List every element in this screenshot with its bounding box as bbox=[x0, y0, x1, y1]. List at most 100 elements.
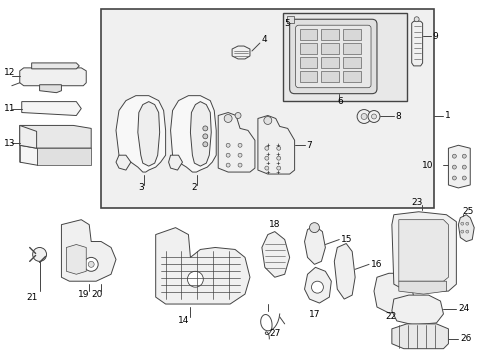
Circle shape bbox=[466, 230, 469, 233]
FancyBboxPatch shape bbox=[295, 25, 371, 88]
Circle shape bbox=[452, 165, 456, 169]
Polygon shape bbox=[20, 68, 86, 86]
Text: 18: 18 bbox=[269, 220, 280, 229]
Text: 21: 21 bbox=[26, 293, 37, 302]
Text: 5: 5 bbox=[285, 19, 291, 28]
Circle shape bbox=[188, 271, 203, 287]
Polygon shape bbox=[392, 212, 456, 291]
Polygon shape bbox=[374, 273, 414, 313]
Polygon shape bbox=[232, 46, 250, 59]
Text: 3: 3 bbox=[138, 184, 144, 193]
Polygon shape bbox=[392, 324, 448, 349]
Circle shape bbox=[462, 154, 466, 158]
Text: 23: 23 bbox=[411, 198, 422, 207]
Polygon shape bbox=[399, 220, 448, 281]
Polygon shape bbox=[116, 155, 131, 170]
Bar bbox=[343, 71, 361, 82]
Circle shape bbox=[461, 230, 464, 233]
Polygon shape bbox=[305, 267, 331, 303]
Circle shape bbox=[265, 146, 269, 150]
Bar bbox=[283, 13, 407, 100]
Text: +: + bbox=[275, 170, 280, 175]
Text: 22: 22 bbox=[385, 312, 396, 321]
Polygon shape bbox=[61, 220, 116, 281]
Polygon shape bbox=[156, 228, 250, 304]
Circle shape bbox=[414, 17, 419, 22]
Text: 27: 27 bbox=[269, 329, 280, 338]
Bar bbox=[343, 57, 361, 68]
Circle shape bbox=[238, 153, 242, 157]
Circle shape bbox=[265, 156, 269, 160]
Polygon shape bbox=[32, 63, 79, 69]
Text: 12: 12 bbox=[4, 68, 15, 77]
Circle shape bbox=[203, 142, 208, 147]
Circle shape bbox=[277, 146, 281, 150]
Text: 10: 10 bbox=[422, 161, 434, 170]
Text: 13: 13 bbox=[4, 139, 15, 148]
Bar bbox=[299, 29, 318, 40]
Text: 19: 19 bbox=[77, 289, 89, 298]
Circle shape bbox=[238, 143, 242, 147]
Circle shape bbox=[235, 113, 241, 118]
Text: 17: 17 bbox=[309, 310, 320, 319]
Polygon shape bbox=[40, 85, 61, 93]
Circle shape bbox=[452, 176, 456, 180]
Polygon shape bbox=[171, 96, 216, 172]
Polygon shape bbox=[392, 295, 443, 325]
FancyBboxPatch shape bbox=[290, 19, 377, 94]
Circle shape bbox=[264, 117, 272, 125]
Polygon shape bbox=[218, 113, 255, 172]
Circle shape bbox=[462, 176, 466, 180]
Text: +: + bbox=[266, 152, 270, 157]
Circle shape bbox=[312, 281, 323, 293]
Polygon shape bbox=[138, 102, 160, 166]
Bar bbox=[321, 71, 339, 82]
Bar bbox=[299, 57, 318, 68]
Circle shape bbox=[357, 109, 371, 123]
Circle shape bbox=[88, 261, 94, 267]
Text: +: + bbox=[275, 152, 280, 157]
Text: 4: 4 bbox=[262, 35, 268, 44]
Bar bbox=[343, 43, 361, 54]
Text: +: + bbox=[266, 170, 270, 175]
Polygon shape bbox=[262, 231, 290, 277]
Bar bbox=[321, 29, 339, 40]
Text: 8: 8 bbox=[396, 112, 402, 121]
Text: 9: 9 bbox=[433, 32, 438, 41]
Text: 15: 15 bbox=[341, 235, 353, 244]
Circle shape bbox=[371, 114, 376, 119]
Polygon shape bbox=[191, 102, 211, 166]
Circle shape bbox=[310, 223, 319, 233]
Circle shape bbox=[277, 166, 281, 170]
Circle shape bbox=[368, 111, 380, 122]
Text: 1: 1 bbox=[445, 111, 451, 120]
Bar bbox=[101, 9, 434, 208]
Bar bbox=[321, 57, 339, 68]
Text: 11: 11 bbox=[4, 104, 15, 113]
Polygon shape bbox=[169, 155, 182, 170]
Text: 25: 25 bbox=[463, 207, 474, 216]
Text: 7: 7 bbox=[307, 141, 312, 150]
Bar bbox=[299, 71, 318, 82]
Text: +: + bbox=[266, 143, 270, 148]
Circle shape bbox=[238, 163, 242, 167]
Polygon shape bbox=[116, 96, 166, 172]
Text: 24: 24 bbox=[458, 305, 469, 314]
Text: 16: 16 bbox=[371, 260, 383, 269]
Polygon shape bbox=[22, 102, 81, 116]
Polygon shape bbox=[20, 145, 91, 165]
Polygon shape bbox=[20, 125, 37, 148]
Circle shape bbox=[226, 163, 230, 167]
Polygon shape bbox=[458, 215, 474, 242]
Text: 2: 2 bbox=[192, 184, 197, 193]
Text: 20: 20 bbox=[92, 289, 103, 298]
Polygon shape bbox=[305, 226, 325, 264]
Polygon shape bbox=[258, 116, 294, 174]
Text: +: + bbox=[275, 143, 280, 148]
Circle shape bbox=[203, 126, 208, 131]
Polygon shape bbox=[37, 148, 91, 165]
Text: +: + bbox=[275, 161, 280, 166]
Circle shape bbox=[361, 113, 367, 120]
Circle shape bbox=[203, 134, 208, 139]
Bar bbox=[321, 43, 339, 54]
